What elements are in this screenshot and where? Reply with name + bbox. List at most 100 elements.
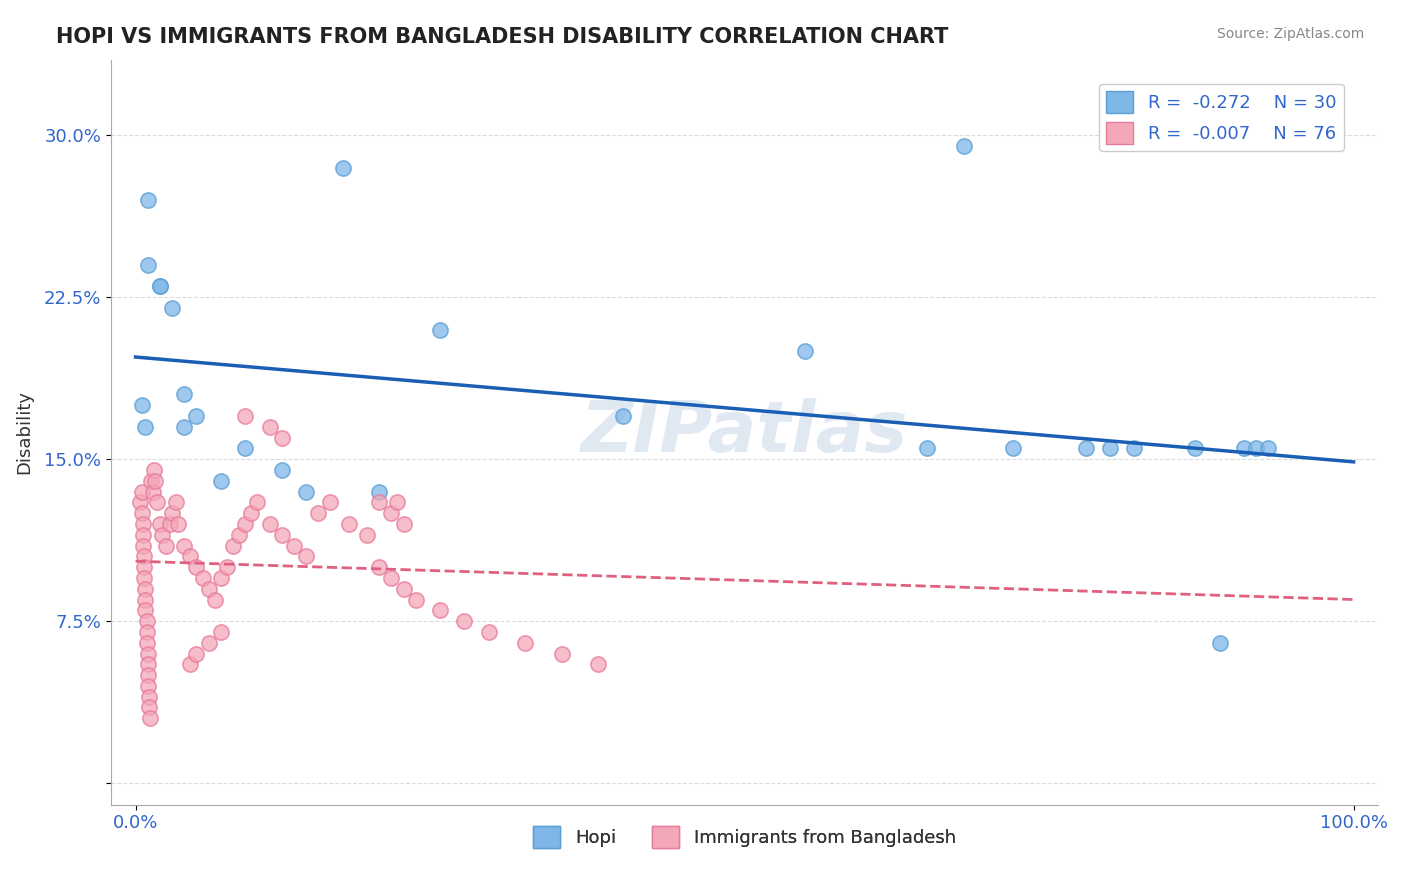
Point	[134, 582, 156, 596]
Point	[612, 409, 634, 423]
Point	[332, 161, 354, 175]
Point	[215, 560, 238, 574]
Point	[270, 527, 292, 541]
Point	[139, 711, 162, 725]
Point	[155, 539, 177, 553]
Text: ZIPatlas: ZIPatlas	[581, 398, 908, 467]
Point	[1257, 442, 1279, 456]
Point	[1233, 442, 1256, 456]
Point	[138, 690, 160, 704]
Point	[191, 571, 214, 585]
Point	[167, 516, 190, 531]
Point	[1001, 442, 1024, 456]
Point	[1244, 442, 1267, 456]
Point	[132, 560, 155, 574]
Point	[380, 506, 402, 520]
Point	[143, 474, 166, 488]
Point	[209, 571, 232, 585]
Point	[131, 506, 153, 520]
Point	[186, 647, 208, 661]
Point	[222, 539, 245, 553]
Point	[204, 592, 226, 607]
Point	[405, 592, 427, 607]
Point	[429, 603, 451, 617]
Point	[392, 582, 415, 596]
Point	[337, 516, 360, 531]
Point	[233, 516, 256, 531]
Point	[368, 560, 391, 574]
Point	[179, 657, 201, 672]
Text: Source: ZipAtlas.com: Source: ZipAtlas.com	[1216, 27, 1364, 41]
Point	[307, 506, 329, 520]
Point	[368, 484, 391, 499]
Point	[135, 624, 157, 639]
Point	[295, 484, 318, 499]
Point	[173, 539, 195, 553]
Point	[259, 419, 281, 434]
Point	[453, 614, 475, 628]
Point	[149, 279, 172, 293]
Point	[136, 657, 159, 672]
Point	[136, 679, 159, 693]
Point	[246, 495, 269, 509]
Point	[356, 527, 378, 541]
Point	[588, 657, 610, 672]
Legend: Hopi, Immigrants from Bangladesh: Hopi, Immigrants from Bangladesh	[526, 819, 963, 855]
Point	[1184, 442, 1206, 456]
Point	[380, 571, 402, 585]
Point	[142, 484, 165, 499]
Point	[146, 495, 169, 509]
Point	[179, 549, 201, 564]
Point	[270, 463, 292, 477]
Point	[160, 506, 183, 520]
Point	[149, 516, 172, 531]
Point	[240, 506, 263, 520]
Point	[165, 495, 187, 509]
Point	[368, 495, 391, 509]
Point	[295, 549, 318, 564]
Point	[209, 624, 232, 639]
Point	[173, 419, 195, 434]
Point	[173, 387, 195, 401]
Point	[134, 603, 156, 617]
Point	[1074, 442, 1097, 456]
Point	[159, 516, 181, 531]
Point	[515, 636, 537, 650]
Point	[132, 549, 155, 564]
Point	[141, 474, 163, 488]
Point	[387, 495, 409, 509]
Point	[209, 474, 232, 488]
Point	[132, 527, 155, 541]
Point	[392, 516, 415, 531]
Point	[149, 279, 172, 293]
Point	[134, 419, 156, 434]
Point	[197, 582, 219, 596]
Point	[917, 442, 939, 456]
Point	[551, 647, 574, 661]
Point	[1098, 442, 1121, 456]
Point	[228, 527, 250, 541]
Point	[478, 624, 501, 639]
Point	[142, 463, 165, 477]
Point	[131, 484, 153, 499]
Point	[233, 409, 256, 423]
Text: HOPI VS IMMIGRANTS FROM BANGLADESH DISABILITY CORRELATION CHART: HOPI VS IMMIGRANTS FROM BANGLADESH DISAB…	[56, 27, 949, 46]
Point	[160, 301, 183, 315]
Point	[136, 647, 159, 661]
Point	[186, 560, 208, 574]
Point	[132, 571, 155, 585]
Point	[259, 516, 281, 531]
Point	[136, 668, 159, 682]
Point	[129, 495, 152, 509]
Point	[132, 539, 155, 553]
Point	[186, 409, 208, 423]
Point	[150, 527, 173, 541]
Point	[319, 495, 342, 509]
Point	[138, 700, 160, 714]
Point	[953, 139, 976, 153]
Point	[136, 193, 159, 207]
Point	[132, 516, 155, 531]
Point	[283, 539, 305, 553]
Y-axis label: Disability: Disability	[15, 390, 32, 475]
Point	[1208, 636, 1230, 650]
